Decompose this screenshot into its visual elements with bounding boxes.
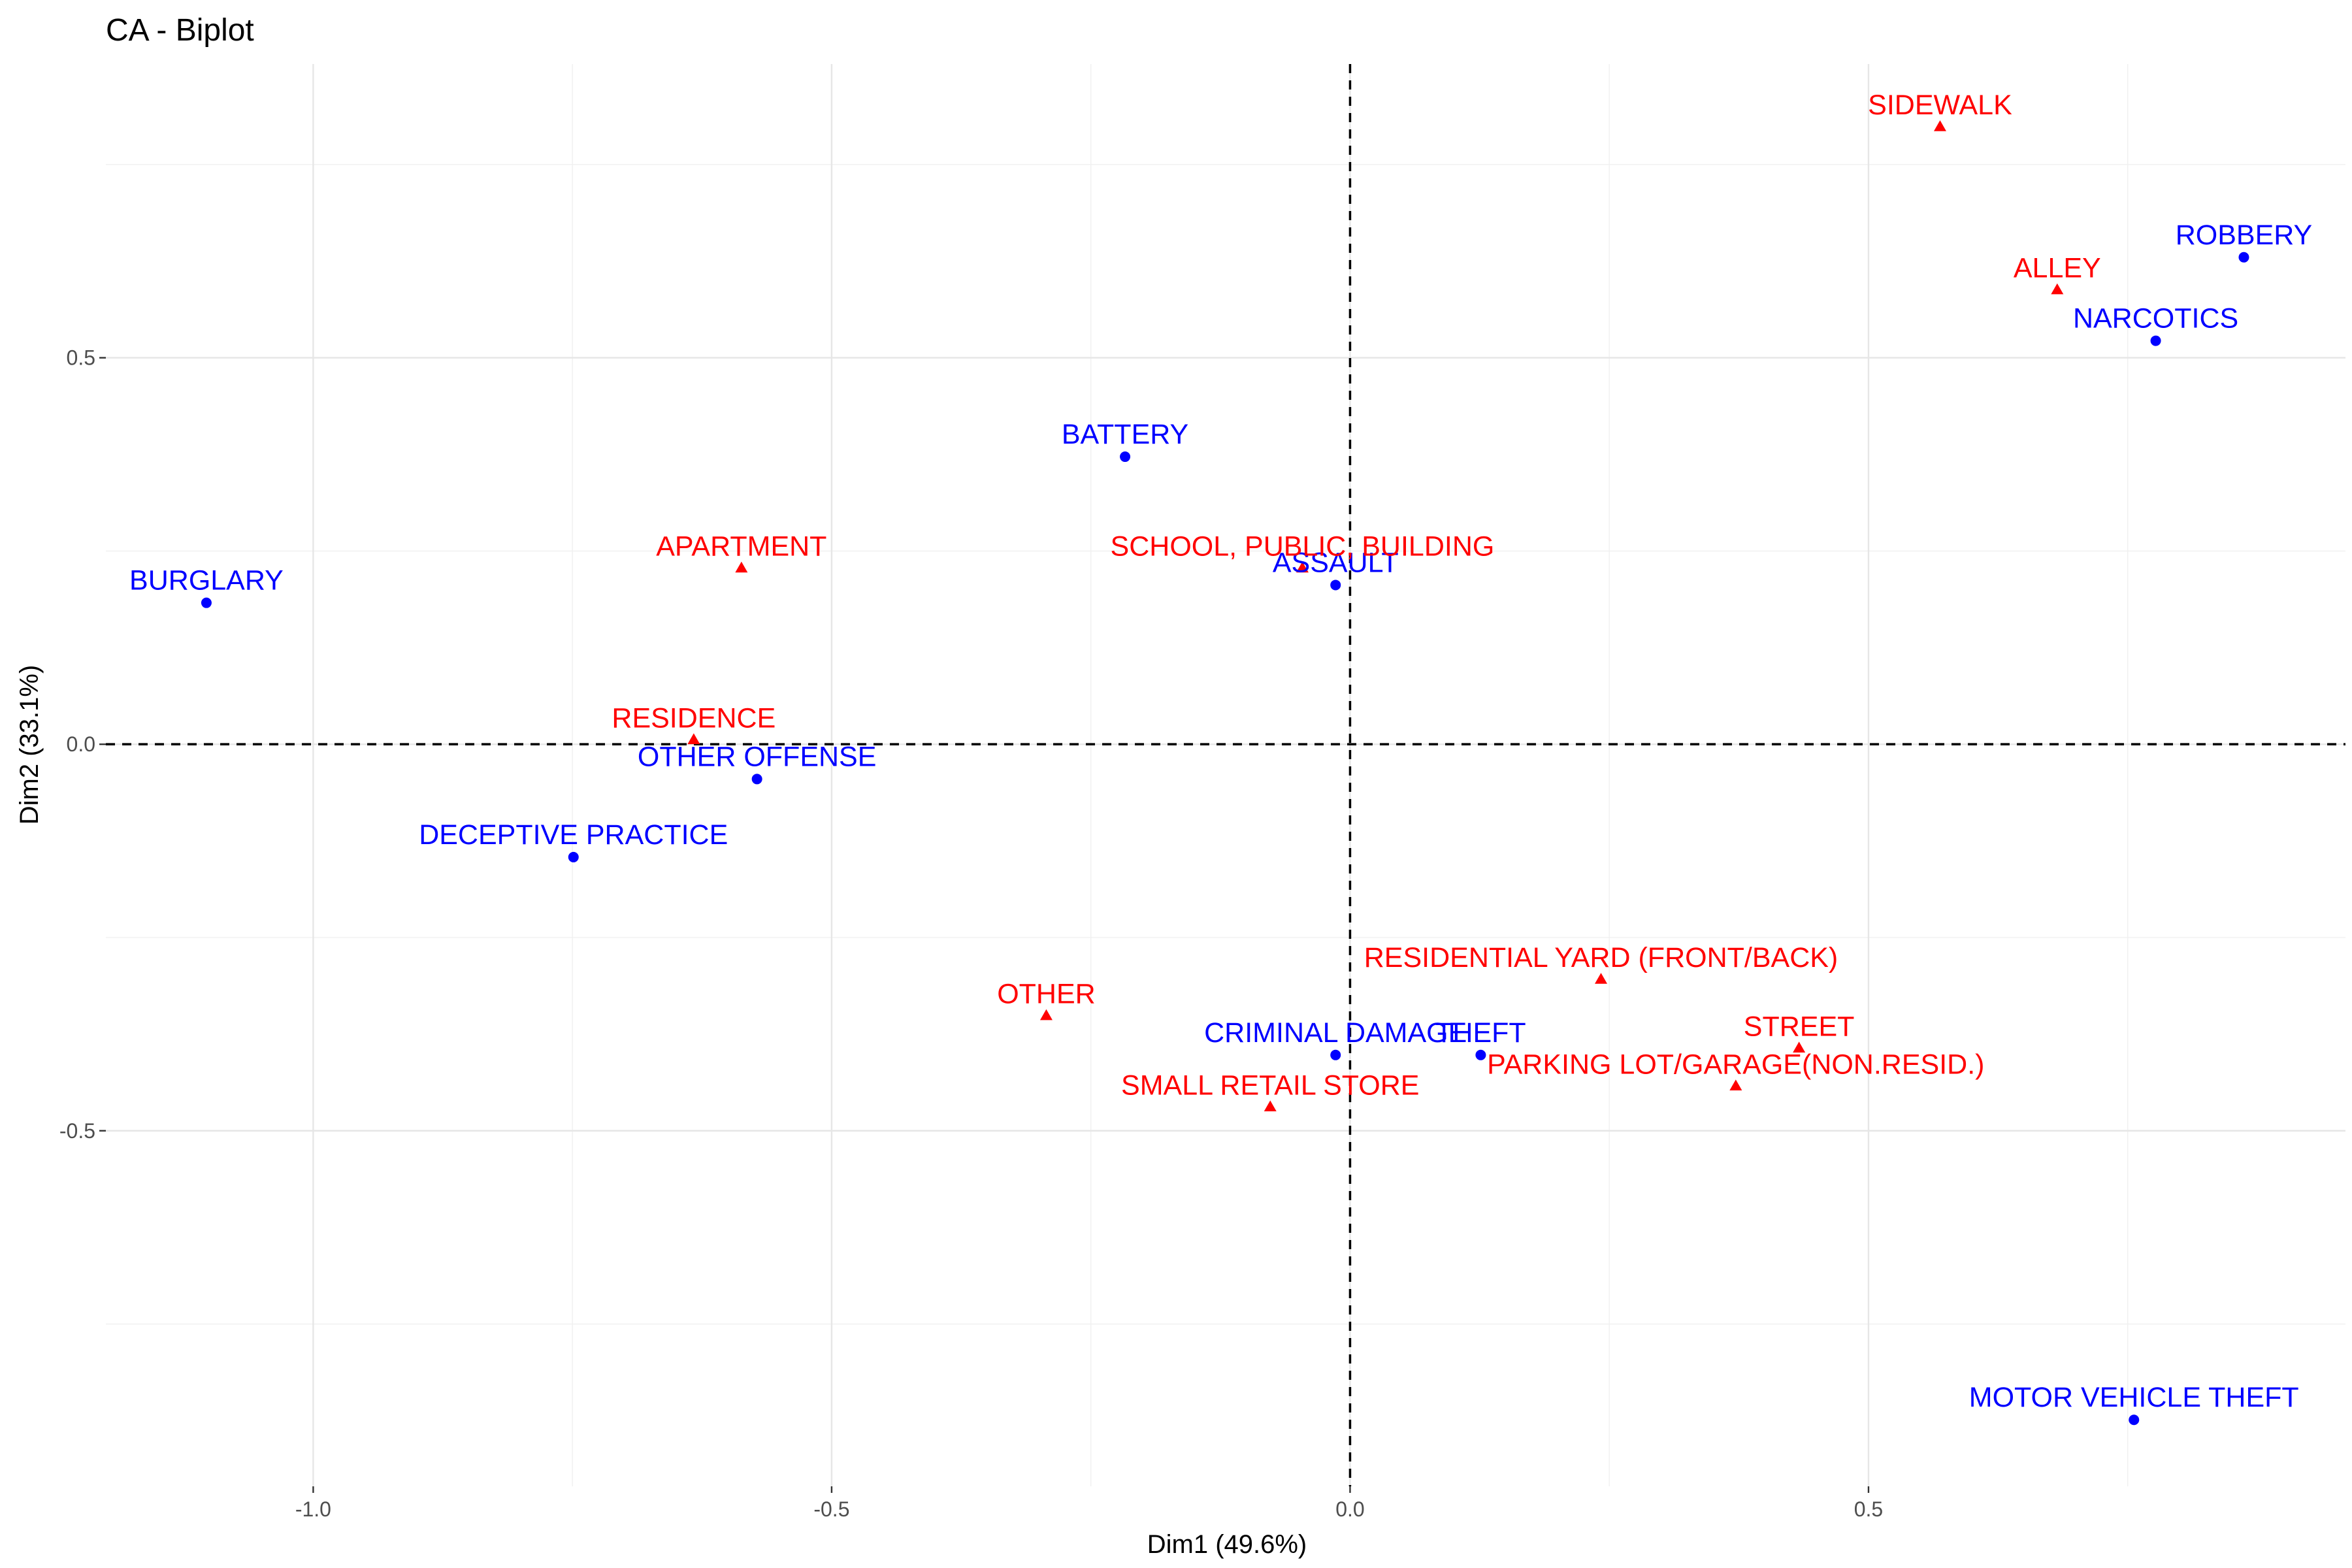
label-sidewalk: SIDEWALK	[1868, 90, 2012, 121]
y-axis-title: Dim2 (33.1%)	[15, 665, 44, 825]
label-apartment: APARTMENT	[656, 531, 826, 563]
point-residential-yard-front-back	[1595, 973, 1608, 984]
point-parking-lot-garage-non-resid	[1729, 1079, 1742, 1091]
point-apartment	[735, 561, 748, 573]
point-street	[1793, 1041, 1806, 1053]
label-other: OTHER	[997, 979, 1096, 1010]
label-street: STREET	[1744, 1011, 1855, 1042]
x-axis-title: Dim1 (49.6%)	[1147, 1530, 1307, 1559]
label-school-public-building: SCHOOL, PUBLIC, BUILDING	[1111, 531, 1495, 563]
label-deceptive-practice: DECEPTIVE PRACTICE	[419, 819, 728, 851]
point-theft	[1475, 1049, 1486, 1060]
point-other	[1039, 1009, 1053, 1021]
x-tick-label: 0.0	[1335, 1497, 1364, 1521]
label-assault: ASSAULT	[1273, 547, 1399, 578]
reference-lines	[106, 64, 2345, 1486]
point-school-public-building	[1296, 561, 1309, 573]
label-alley: ALLEY	[2014, 253, 2101, 284]
point-assault	[1330, 580, 1341, 591]
label-criminal-damage: CRIMINAL DAMAGE	[1204, 1017, 1467, 1049]
point-sidewalk	[1933, 120, 1946, 131]
y-tick-label: -0.5	[59, 1119, 95, 1143]
point-alley	[2051, 283, 2064, 295]
point-motor-vehicle-theft	[2129, 1414, 2140, 1426]
label-burglary: BURGLARY	[129, 565, 284, 596]
point-small-retail-store	[1264, 1100, 1277, 1111]
point-labels: ROBBERY NARCOTICS BATTERY ASSAULT BURGLARY OT…	[129, 90, 2312, 1413]
point-criminal-damage	[1330, 1049, 1341, 1060]
y-tick-label: 0.5	[67, 346, 95, 370]
point-other-offense	[751, 774, 762, 785]
point-deceptive-practice	[568, 851, 579, 862]
chart-title: CA - Biplot	[106, 13, 254, 48]
x-tick-label: -0.5	[813, 1497, 849, 1521]
point-battery	[1120, 451, 1131, 463]
label-parking-lot-garage-non-resid: PARKING LOT/GARAGE(NON.RESID.)	[1487, 1049, 1984, 1080]
point-burglary	[201, 597, 212, 608]
label-other-offense: OTHER OFFENSE	[638, 741, 877, 772]
point-narcotics	[2150, 335, 2161, 346]
point-residence	[687, 733, 700, 744]
label-small-retail-store: SMALL RETAIL STORE	[1121, 1070, 1419, 1101]
label-residential-yard-front-back: RESIDENTIAL YARD (FRONT/BACK)	[1364, 942, 1838, 973]
y-tick-label: 0.0	[67, 732, 95, 756]
label-battery: BATTERY	[1062, 419, 1188, 450]
axis-ticks: -1.0 -0.5 0.0 0.5 -0.5 0.0 0.5	[59, 346, 1883, 1521]
label-robbery: ROBBERY	[2176, 220, 2313, 251]
label-residence: RESIDENCE	[612, 702, 776, 734]
data-points	[201, 120, 2249, 1426]
x-tick-label: 0.5	[1854, 1497, 1883, 1521]
point-robbery	[2238, 252, 2249, 263]
label-motor-vehicle-theft: MOTOR VEHICLE THEFT	[1969, 1382, 2299, 1413]
label-theft: THEFT	[1435, 1017, 1526, 1049]
x-tick-label: -1.0	[295, 1497, 331, 1521]
label-narcotics: NARCOTICS	[2073, 303, 2238, 335]
